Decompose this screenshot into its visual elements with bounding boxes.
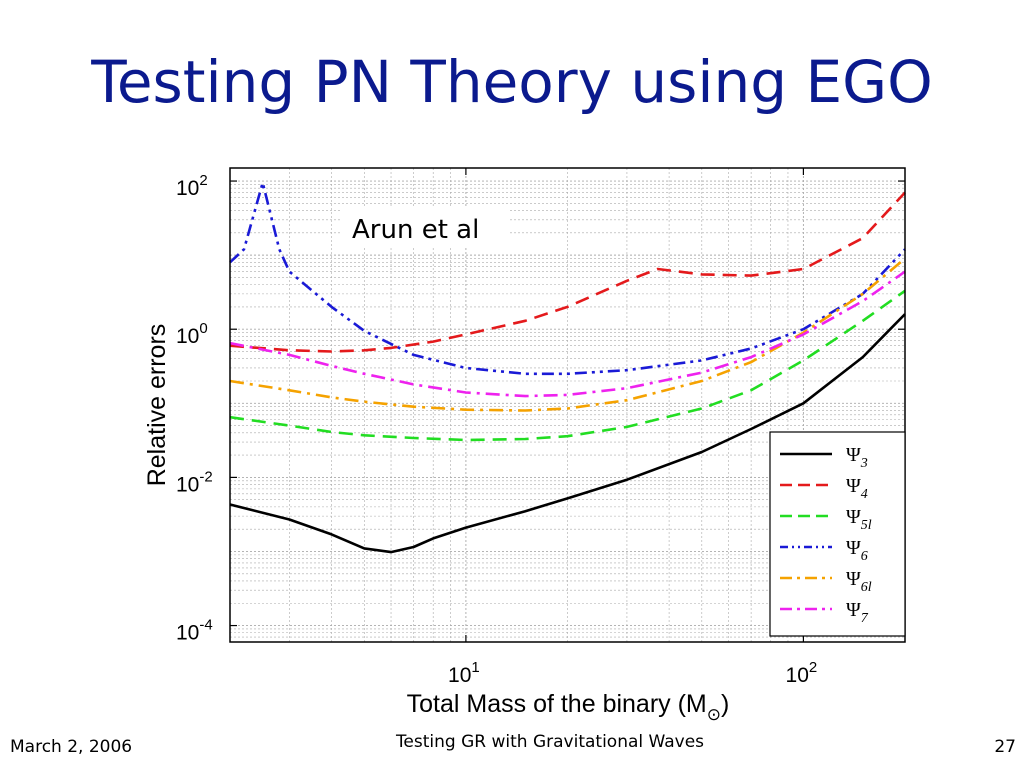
legend: Ψ3 Ψ4 Ψ5l Ψ6 Ψ6l Ψ7 bbox=[769, 431, 906, 637]
y-axis-label: Relative errors bbox=[143, 324, 171, 487]
axis-ticks: 101 102 10-4 10-2 100 102 bbox=[176, 168, 905, 687]
plot-frame bbox=[229, 167, 906, 643]
svg-text:Total Mass of the binary (M⊙): Total Mass of the binary (M⊙) bbox=[407, 690, 730, 724]
series-lines bbox=[229, 181, 906, 554]
y-tick-label: 102 bbox=[176, 172, 208, 200]
y-tick-label: 10-2 bbox=[176, 468, 213, 496]
y-tick-label: 10-4 bbox=[176, 617, 213, 645]
legend-label: Ψ4 bbox=[846, 475, 868, 502]
legend-label: Ψ6l bbox=[846, 568, 872, 595]
y-tick-label: 100 bbox=[176, 320, 208, 348]
legend-label: Ψ6 bbox=[846, 537, 868, 564]
chart-annotation: Arun et al bbox=[352, 215, 479, 245]
series-line-psi4 bbox=[229, 191, 906, 353]
series-line-psi5l bbox=[229, 289, 906, 442]
footer-date: March 2, 2006 bbox=[10, 737, 133, 757]
slide-title: Testing PN Theory using EGO bbox=[91, 48, 933, 116]
x-tick-label: 101 bbox=[448, 659, 480, 687]
footer-presentation-title: Testing GR with Gravitational Waves bbox=[395, 732, 705, 752]
legend-label: Ψ3 bbox=[846, 444, 868, 471]
x-tick-label: 102 bbox=[786, 659, 818, 687]
legend-label: Ψ7 bbox=[846, 599, 869, 626]
series-line-psi6l bbox=[229, 257, 906, 412]
legend-box bbox=[769, 431, 906, 637]
legend-label: Ψ5l bbox=[846, 506, 872, 533]
series-line-psi7 bbox=[229, 270, 906, 398]
grid-lines bbox=[230, 168, 905, 643]
footer-page-number: 27 bbox=[994, 737, 1016, 757]
series-line-psi3 bbox=[229, 313, 906, 554]
annotation-background bbox=[342, 208, 508, 248]
series-line-psi6 bbox=[229, 181, 906, 376]
x-axis-label: Total Mass of the binary (M⊙) bbox=[407, 690, 730, 724]
